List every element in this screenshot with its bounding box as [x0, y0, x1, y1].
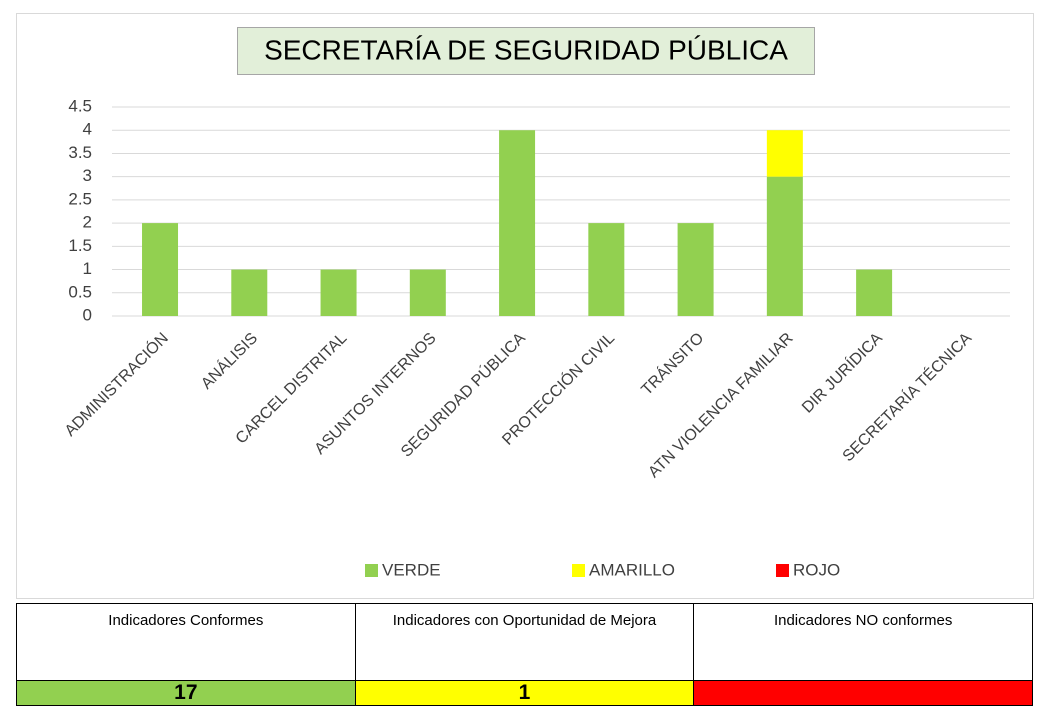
bar-segment	[142, 223, 179, 316]
header-cell: Indicadores Conformes	[16, 603, 356, 681]
bar-segment	[766, 130, 803, 177]
bar-segment	[766, 176, 803, 316]
chart-title: SECRETARÍA DE SEGURIDAD PÚBLICA	[264, 34, 788, 65]
bar-segment	[588, 223, 625, 316]
bar-segment	[499, 130, 536, 316]
legend-swatch	[776, 564, 789, 577]
bar-segment	[231, 269, 268, 316]
chart: SECRETARÍA DE SEGURIDAD PÚBLICA 0 0.5 1 1.5…	[16, 13, 1034, 599]
y-tick-label: 0	[83, 305, 92, 324]
title-box	[237, 27, 815, 75]
legend-label: AMARILLO	[589, 560, 675, 579]
legend-label: VERDE	[382, 560, 441, 579]
y-tick-label: 3.5	[68, 143, 92, 162]
y-tick-label: 2	[83, 213, 92, 232]
header-cell: Indicadores con Oportunidad de Mejora	[354, 603, 695, 681]
bar-segment	[320, 269, 357, 316]
legend-swatch	[572, 564, 585, 577]
y-tick-label: 2.5	[68, 189, 92, 208]
header-cell: Indicadores NO conformes	[693, 603, 1033, 681]
header-row: Indicadores Conformes Indicadores con Op…	[16, 603, 1033, 681]
y-tick-label: 3	[83, 166, 92, 185]
y-tick-label: 1.5	[68, 236, 92, 255]
y-tick-label: 1	[83, 259, 92, 278]
legend-swatch	[365, 564, 378, 577]
y-tick-label: 4	[83, 120, 92, 139]
y-tick-label: 0.5	[68, 282, 92, 301]
bar-segment	[677, 223, 714, 316]
y-tick-label: 4.5	[68, 96, 92, 115]
bar-segment	[856, 269, 893, 316]
legend-label: ROJO	[793, 560, 840, 579]
summary-table: Indicadores Conformes Indicadores con Op…	[16, 603, 1033, 706]
bar-segment	[409, 269, 446, 316]
